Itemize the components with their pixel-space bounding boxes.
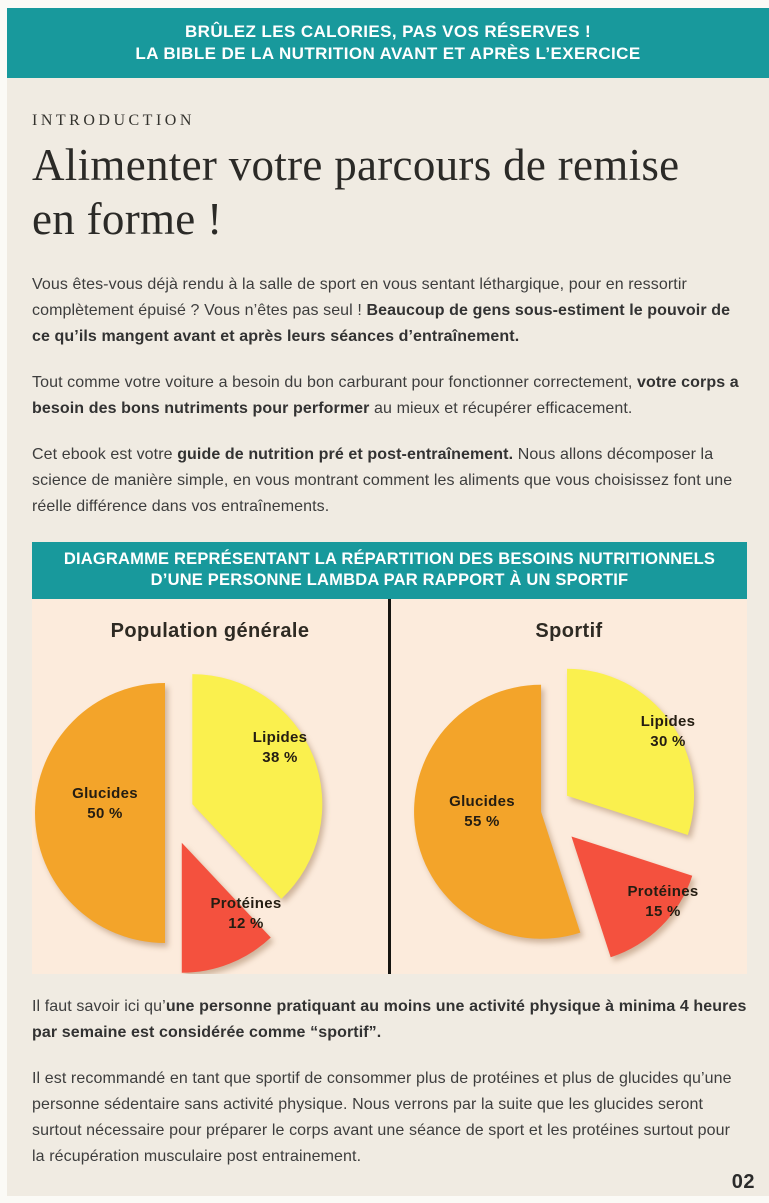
diagram-banner-line2: D’UNE PERSONNE LAMBDA PAR RAPPORT À UN S…: [150, 571, 629, 589]
text-segment: Il est recommandé en tant que sportif de…: [32, 1070, 732, 1165]
text-segment: Cet ebook est votre: [32, 446, 178, 463]
header-banner: BRÛLEZ LES CALORIES, PAS VOS RÉSERVES ! …: [7, 8, 769, 78]
pie-title-population: Population générale: [110, 620, 310, 642]
text-segment: Tout comme votre voiture a besoin du bon…: [32, 374, 637, 391]
page-title: Alimenter votre parcours de remise en fo…: [32, 140, 680, 244]
text-segment-bold: une personne pratiquant au moins une act…: [32, 998, 747, 1041]
pie-section-population: Population générale Lipides 38 % Protéines…: [32, 599, 388, 974]
text-segment: Nous allons décomposer la science de man…: [32, 446, 733, 515]
pie-slice-protéines: [571, 836, 693, 958]
text-segment-bold: guide de nutrition pré et post-entraînem…: [177, 446, 514, 463]
pie-chart-population: Lipides 38 % Protéines 12 % Glucides 50 %: [35, 674, 323, 973]
pie-slice-lipides: [567, 668, 695, 835]
document-page: BRÛLEZ LES CALORIES, PAS VOS RÉSERVES ! …: [7, 8, 769, 1196]
pie-label-glucides: Glucides 55 %: [449, 793, 515, 830]
pie-chart-sportif: Lipides 30 % Protéines 15 % Glucides 55 %: [414, 668, 698, 958]
diagram-divider: [388, 599, 391, 974]
pie-slice-glucides: [414, 684, 581, 939]
pie-section-sportif: Sportif Lipides 30 % Protéines 15 % Glucides…: [391, 599, 747, 974]
page-number: 02: [731, 1171, 755, 1193]
text-segment-bold: Beaucoup de gens sous-estiment le pouvoi…: [32, 302, 731, 345]
header-title-line1: BRÛLEZ LES CALORIES, PAS VOS RÉSERVES !: [184, 22, 592, 41]
section-kicker: INTRODUCTION: [32, 112, 195, 129]
pie-label-glucides: Glucides 50 %: [72, 785, 138, 822]
diagram-banner: DIAGRAMME REPRÉSENTANT LA RÉPARTITION DE…: [32, 542, 747, 599]
text-segment: Vous êtes-vous déjà rendu à la salle de …: [32, 276, 687, 319]
header-title-line2: LA BIBLE DE LA NUTRITION AVANT ET APRÈS …: [135, 44, 641, 63]
pie-label-protéines: Protéines 15 %: [627, 883, 698, 920]
text-segment: Il faut savoir ici qu’: [32, 998, 166, 1015]
paragraph-2: Tout comme votre voiture a besoin du bon…: [32, 370, 747, 422]
text-segment: au mieux et récupérer efficacement.: [369, 400, 633, 417]
pie-slice-lipides: [192, 674, 323, 899]
nutrition-diagram: Population générale Lipides 38 % Protéines…: [32, 599, 747, 974]
pie-label-lipides: Lipides 30 %: [641, 713, 696, 750]
paragraph-4: Il faut savoir ici qu’une personne prati…: [32, 994, 747, 1046]
diagram-banner-line1: DIAGRAMME REPRÉSENTANT LA RÉPARTITION DE…: [63, 550, 716, 568]
pie-label-lipides: Lipides 38 %: [253, 729, 308, 766]
pie-title-sportif: Sportif: [535, 620, 603, 642]
page-content: INTRODUCTION Alimenter votre parcours de…: [7, 112, 769, 1170]
paragraph-3: Cet ebook est votre guide de nutrition p…: [32, 442, 747, 520]
paragraph-5: Il est recommandé en tant que sportif de…: [32, 1066, 747, 1170]
pie-label-protéines: Protéines 12 %: [210, 895, 281, 932]
pie-slice-protéines: [181, 842, 271, 973]
pie-slice-glucides: [35, 683, 165, 943]
text-segment-bold: votre corps a besoin des bons nutriments…: [32, 374, 739, 417]
paragraph-1: Vous êtes-vous déjà rendu à la salle de …: [32, 272, 747, 350]
